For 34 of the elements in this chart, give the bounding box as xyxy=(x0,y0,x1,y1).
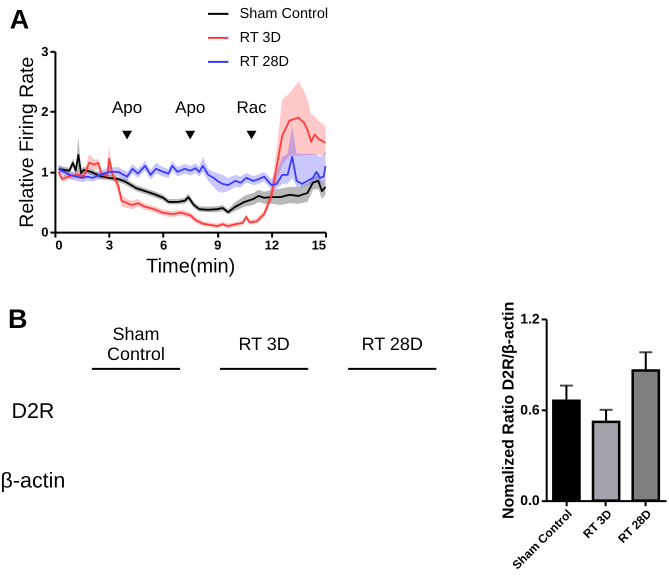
x-axis-title: Time(min) xyxy=(146,256,236,278)
category-label: D2R xyxy=(11,398,54,423)
x-tick-label: 15 xyxy=(312,238,326,253)
legend-label: RT 3D xyxy=(240,30,281,46)
category-label: RT 28D xyxy=(362,334,423,354)
text: B xyxy=(8,304,28,334)
annotation: Apo xyxy=(175,98,206,118)
x-tick-label: 3 xyxy=(106,238,114,253)
line-series xyxy=(58,116,326,227)
y-axis-title: Nomalized Ratio D2R/β-actin xyxy=(500,302,518,520)
y-tick-label: 0.6 xyxy=(520,401,540,418)
x-tick-label: RT 28D xyxy=(615,506,654,546)
y-tick-label: 0 xyxy=(41,224,48,240)
category-label: β-actin xyxy=(0,468,66,493)
annotation: Rac xyxy=(236,98,268,118)
category-label: Sham Control xyxy=(106,324,165,364)
annotation: Apo xyxy=(112,98,142,118)
line-series xyxy=(58,156,326,186)
x-tick-label: 0 xyxy=(55,238,63,253)
x-tick-label: 12 xyxy=(264,238,280,253)
x-tick-label: RT 3D xyxy=(580,506,615,542)
x-tick-label: 6 xyxy=(160,238,168,253)
y-tick-label: 1.2 xyxy=(520,310,540,326)
legend-label: RT 28D xyxy=(240,54,289,70)
line-series xyxy=(58,154,326,214)
chart-title: A xyxy=(10,4,30,34)
category-label: RT 3D xyxy=(238,334,290,354)
y-tick-label: 1 xyxy=(41,164,48,180)
y-axis-title: Relative Firing Rate xyxy=(16,56,38,228)
y-tick-label: 2 xyxy=(41,104,48,120)
legend-label: Sham Control xyxy=(240,6,328,22)
x-tick-label: 9 xyxy=(214,238,222,253)
y-tick-label: 0.0 xyxy=(520,492,540,508)
y-tick-label: 3 xyxy=(41,44,48,59)
